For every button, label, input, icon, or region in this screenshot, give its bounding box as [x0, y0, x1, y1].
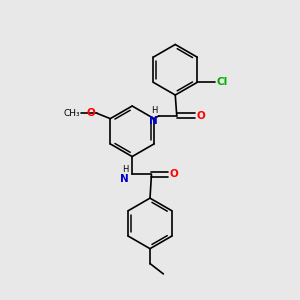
Text: N: N	[120, 174, 129, 184]
Text: N: N	[149, 116, 158, 126]
Text: O: O	[87, 108, 95, 118]
Text: H: H	[122, 165, 129, 174]
Text: O: O	[169, 169, 178, 179]
Text: Cl: Cl	[217, 77, 228, 87]
Text: CH₃: CH₃	[64, 109, 80, 118]
Text: O: O	[196, 111, 205, 121]
Text: H: H	[152, 106, 158, 115]
